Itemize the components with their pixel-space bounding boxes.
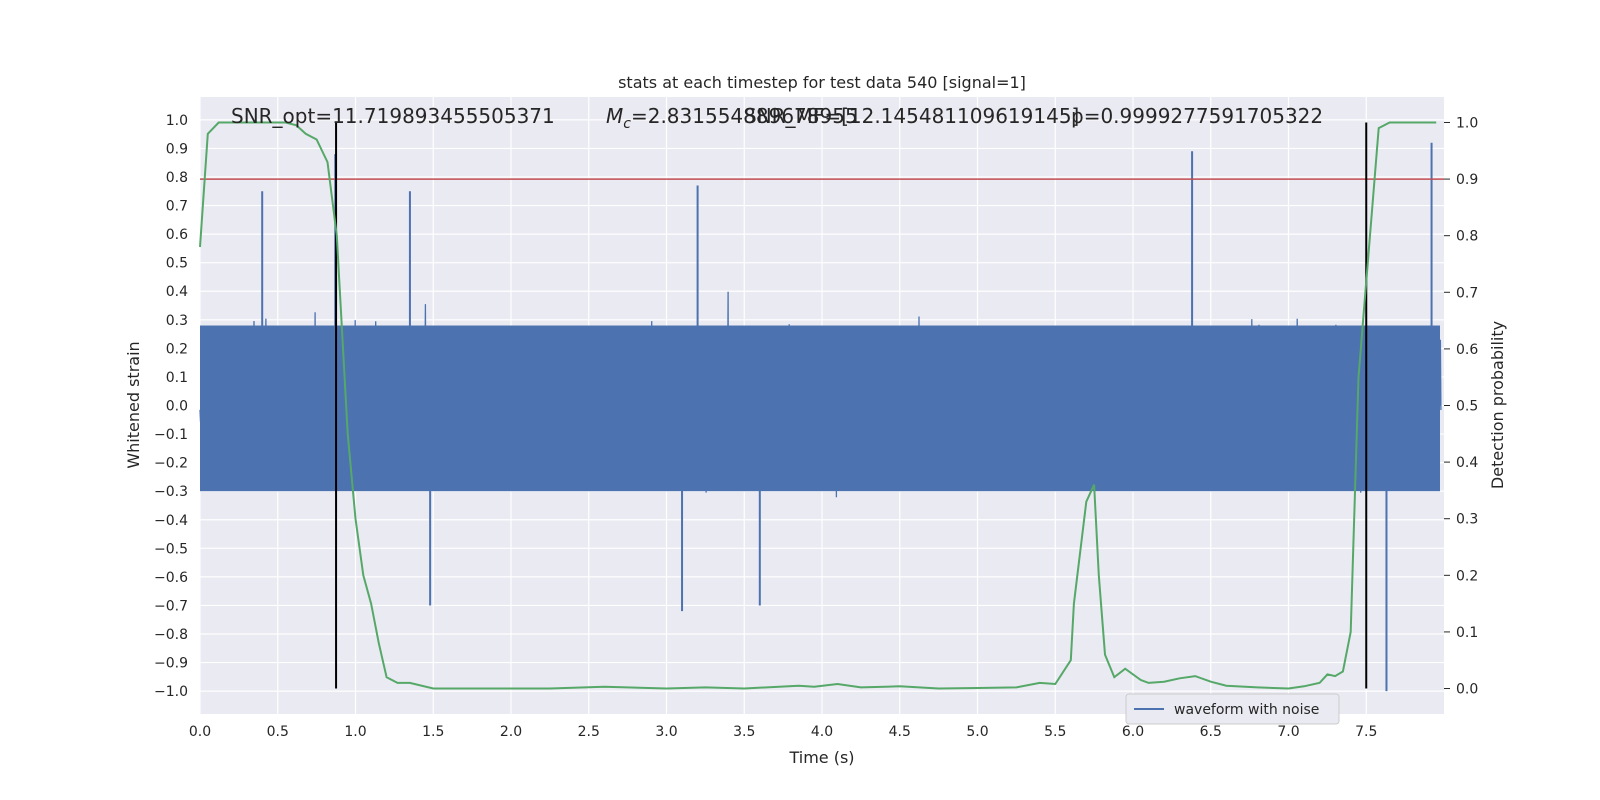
y-left-tick-label: 0.3 (166, 313, 188, 329)
y-left-tick-label: −0.6 (154, 570, 188, 586)
y-right-tick-label: 0.5 (1456, 399, 1478, 415)
y-left-tick-label: −0.2 (154, 456, 188, 472)
y-left-tick-label: 0.1 (166, 370, 188, 386)
y-right-tick-label: 0.1 (1456, 625, 1478, 641)
legend: waveform with noise (1125, 693, 1340, 725)
y-right-tick-label: 1.0 (1456, 115, 1478, 131)
x-tick-label: 7.5 (1355, 724, 1377, 740)
y-right-tick-label: 0.7 (1456, 285, 1478, 301)
y-left-tick-label: 0.7 (166, 199, 188, 215)
y-left-tick-label: −1.0 (154, 684, 188, 700)
p-annotation: p=0.9999277591705322 (1071, 104, 1323, 128)
y-left-tick-label: 0.5 (166, 256, 188, 272)
y-right-tick-label: 0.9 (1456, 172, 1478, 188)
x-axis-label: Time (s) (788, 748, 854, 767)
x-tick-label: 5.0 (966, 724, 988, 740)
y-left-tick-label: −0.9 (154, 656, 188, 672)
mc-annotation: Mc=2.831554889678955 (606, 104, 858, 132)
x-tick-label: 1.0 (344, 724, 366, 740)
y-left-tick-label: 0.2 (166, 341, 188, 357)
waveform-core-band (200, 325, 1440, 492)
y-left-tick-label: −0.1 (154, 427, 188, 443)
x-tick-label: 7.0 (1277, 724, 1299, 740)
x-tick-label: 6.0 (1122, 724, 1144, 740)
y-left-tick-label: −0.5 (154, 541, 188, 557)
snr-mf-annotation: SNR_MF=[12.145481109619145] (744, 104, 1079, 128)
x-axis-ticks: 0.0 0.5 1.0 1.5 2.0 2.5 3.0 3.5 4.0 4.5 5.0 5.5 6.0 6… (189, 724, 1378, 740)
y-left-axis-ticks: 1.0 0.9 0.8 0.7 0.6 0.5 0.4 0.3 0.2 0.1 0.0 −0.1 −0.… (154, 113, 188, 700)
y-left-tick-label: −0.4 (154, 513, 188, 529)
y-left-tick-label: 0.0 (166, 399, 188, 415)
y-right-tick-label: 0.0 (1456, 682, 1478, 698)
legend-entry: waveform with noise (1174, 702, 1319, 718)
x-tick-label: 1.5 (422, 724, 444, 740)
mc-subscript: c (623, 116, 631, 132)
y-left-tick-label: 0.4 (166, 284, 188, 300)
y-left-tick-label: 1.0 (166, 113, 188, 129)
snr-opt-annotation: SNR_opt=11.719893455505371 (231, 104, 555, 128)
y-right-axis-ticks: 1.0 0.9 0.8 0.7 0.6 0.5 0.4 0.3 0.2 0.1 0.0 (1444, 115, 1478, 698)
waveform-series (199, 142, 1442, 692)
y-right-tick-label: 0.6 (1456, 342, 1478, 358)
y-left-tick-label: 0.9 (166, 141, 188, 157)
y-left-tick-label: −0.3 (154, 484, 188, 500)
x-tick-label: 2.0 (500, 724, 522, 740)
mc-symbol: M (606, 104, 623, 128)
y-right-tick-label: 0.3 (1456, 512, 1478, 528)
x-tick-label: 5.5 (1044, 724, 1066, 740)
x-tick-label: 6.5 (1200, 724, 1222, 740)
chart-title: stats at each timestep for test data 540… (618, 73, 1026, 92)
x-tick-label: 2.5 (578, 724, 600, 740)
x-tick-label: 3.5 (733, 724, 755, 740)
y-left-tick-label: 0.8 (166, 170, 188, 186)
legend-box (1125, 693, 1340, 725)
mc-value: =2.831554889678955 (631, 104, 858, 128)
x-tick-label: 3.0 (655, 724, 677, 740)
detection-probability-line (199, 121, 1437, 690)
y-left-axis-label: Whitened strain (124, 341, 143, 468)
y-right-axis-label: Detection probability (1488, 321, 1507, 489)
x-tick-label: 4.5 (889, 724, 911, 740)
y-right-tick-label: 0.8 (1456, 229, 1478, 245)
y-left-tick-label: −0.7 (154, 598, 188, 614)
x-tick-label: 0.5 (267, 724, 289, 740)
x-tick-label: 4.0 (811, 724, 833, 740)
overlay-lines (199, 121, 1444, 690)
y-right-tick-label: 0.4 (1456, 455, 1478, 471)
x-tick-label: 0.0 (189, 724, 211, 740)
y-left-tick-label: 0.6 (166, 227, 188, 243)
y-left-tick-label: −0.8 (154, 627, 188, 643)
y-right-tick-label: 0.2 (1456, 568, 1478, 584)
